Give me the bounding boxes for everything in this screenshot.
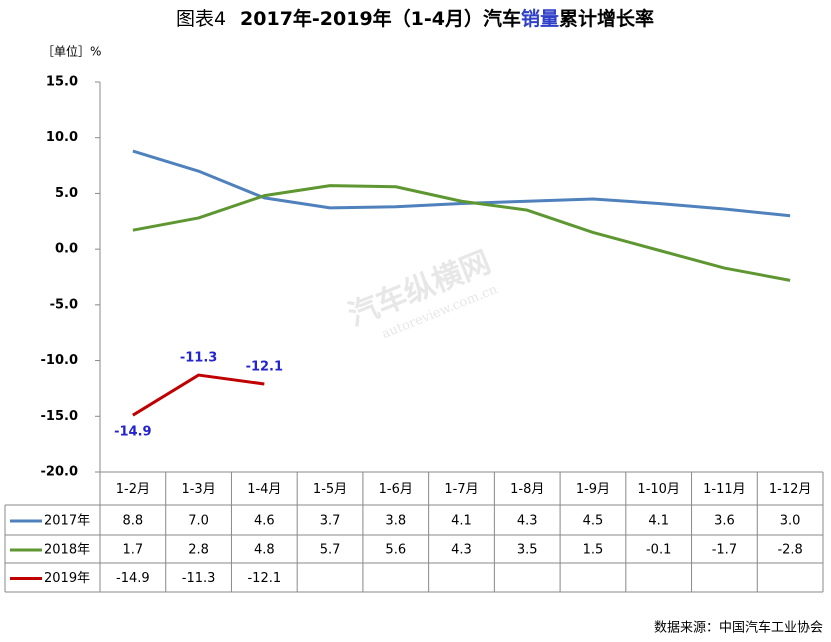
x-tick-label: 1-10月 [637,482,680,497]
table-value: 4.6 [254,514,275,529]
data-label: -11.3 [180,351,217,366]
table-value: 4.8 [254,543,275,558]
y-tick-label: -10.0 [41,353,78,368]
title-part: 图表4 [176,8,226,30]
legend-label: 2017年 [44,514,90,529]
table-value: 4.5 [583,514,604,529]
x-tick-label: 1-5月 [313,482,347,497]
table-value: 2.8 [188,543,209,558]
data-label: -12.1 [246,359,283,374]
table-value: 1.7 [123,543,144,558]
chart-title: 图表4 2017年-2019年（1-4月）汽车销量累计增长率 [176,7,654,30]
table-value: 5.7 [320,543,341,558]
watermark: 汽车纵横网 autoreview.com.cn [344,245,501,342]
title-part: 累计增长率 [559,7,654,30]
table-value: 3.6 [714,514,735,529]
table-value: -1.7 [712,543,737,558]
table-value: 3.5 [517,543,538,558]
source: 数据来源：中国汽车工业协会 [654,620,823,636]
table-value: 3.7 [320,514,341,529]
table-value: 3.0 [780,514,801,529]
table-value: -0.1 [646,543,671,558]
y-tick-label: -15.0 [41,409,78,424]
x-tick-label: 1-7月 [444,482,478,497]
x-tick-label: 1-8月 [510,482,544,497]
table-value: -11.3 [182,571,216,586]
table-value: 1.5 [583,543,604,558]
title-part: 销量 [521,7,559,30]
y-tick-label: 5.0 [55,186,78,201]
legend-label: 2019年 [44,571,90,586]
y-tick-label: 10.0 [46,130,78,145]
table-value: -2.8 [777,543,802,558]
x-tick-label: 1-9月 [576,482,610,497]
y-tick-label: -5.0 [50,297,78,312]
title-part: 2017年-2019年（1-4月）汽车 [240,7,521,30]
table-value: 4.1 [451,514,472,529]
series-line [132,373,265,417]
table-value: -14.9 [116,571,150,586]
table-value: 4.3 [451,543,472,558]
table-value: 3.8 [385,514,406,529]
legend-label: 2018年 [44,543,90,558]
table-value: 4.3 [517,514,538,529]
data-label: -14.9 [114,425,151,440]
x-tick-label: 1-12月 [769,482,812,497]
y-tick-label: 0.0 [55,242,78,257]
table-value: -12.1 [247,571,281,586]
x-tick-label: 1-2月 [116,482,150,497]
unit-label: ［单位］% [42,44,101,59]
x-tick-label: 1-4月 [247,482,281,497]
table-value: 8.8 [123,514,144,529]
x-tick-label: 1-11月 [703,482,746,497]
x-tick-label: 1-6月 [379,482,413,497]
y-tick-label: -20.0 [41,465,78,480]
table-value: 5.6 [385,543,406,558]
table-value: 4.1 [648,514,669,529]
table-value: 7.0 [188,514,209,529]
y-tick-label: 15.0 [46,75,78,90]
series-line [132,149,791,218]
x-tick-label: 1-3月 [181,482,215,497]
series-line [132,184,791,282]
